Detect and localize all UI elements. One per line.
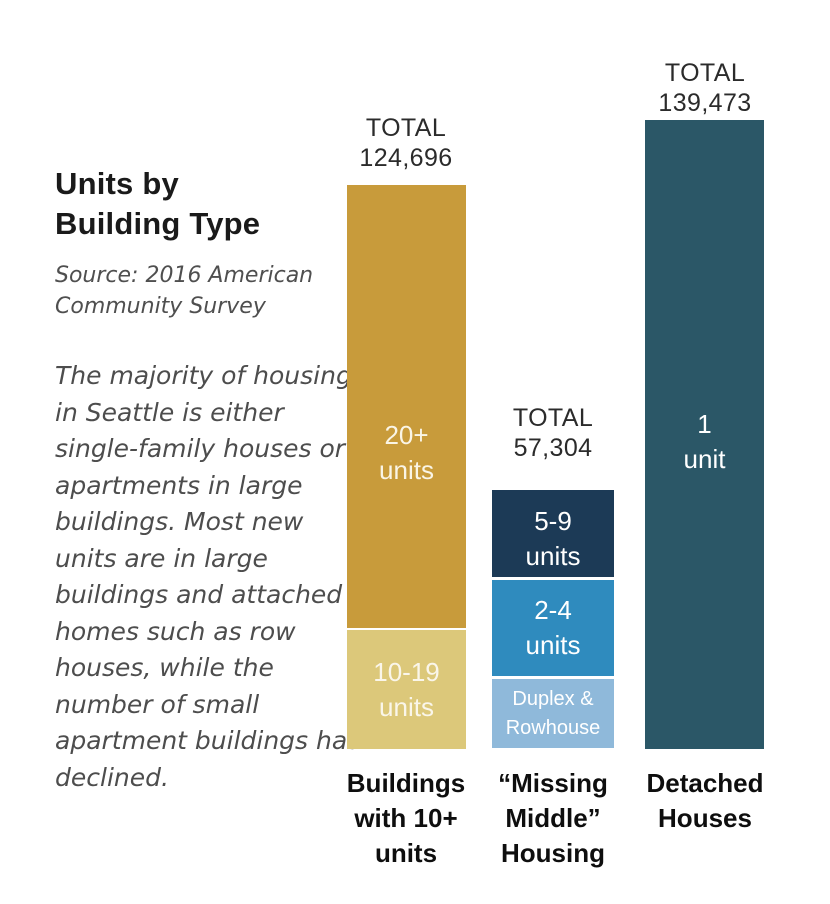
- segment-label-1-unit: 1 unit: [684, 407, 726, 477]
- segment-label-line: units: [525, 540, 581, 571]
- total-word: TOTAL: [664, 59, 746, 87]
- total-label-buildings-10plus: TOTAL 124,696: [326, 113, 486, 173]
- category-label-line: Houses: [658, 803, 752, 833]
- segment-label-line: 1: [697, 408, 712, 439]
- category-label-buildings-10plus: Buildings with 10+ units: [326, 766, 486, 871]
- total-value: 139,473: [658, 89, 752, 117]
- category-label-detached-houses: Detached Houses: [625, 766, 785, 836]
- segment-label-line: units: [379, 454, 434, 485]
- segment-label-line: unit: [683, 443, 726, 474]
- segment-20plus-units: 20+ units: [347, 185, 466, 628]
- source-note-line-1: Source: 2016 American: [55, 263, 314, 288]
- segment-label-20plus-units: 20+ units: [379, 418, 434, 488]
- chart-title-line-1: Units by: [55, 166, 179, 201]
- segment-label-line: 20+: [384, 419, 429, 450]
- segment-label-duplex-rowhouse: Duplex & Rowhouse: [506, 685, 601, 743]
- narrative-text: The majority of housing in Seattle is ei…: [55, 361, 361, 792]
- text-column: Units by Building Type Source: 2016 Amer…: [55, 164, 365, 796]
- source-note-line-2: Community Survey: [55, 294, 266, 319]
- segment-label-line: units: [379, 691, 434, 722]
- total-label-detached-houses: TOTAL 139,473: [625, 58, 785, 118]
- category-label-line: units: [374, 838, 438, 868]
- total-label-missing-middle: TOTAL 57,304: [473, 403, 633, 463]
- category-label-line: Middle”: [505, 803, 601, 833]
- segment-duplex-rowhouse: Duplex & Rowhouse: [492, 676, 614, 748]
- bar-missing-middle: 5-9 units 2-4 units Duplex & Rowhouse: [492, 490, 614, 748]
- bar-buildings-10plus: 20+ units 10-19 units: [347, 185, 466, 749]
- total-word: TOTAL: [512, 404, 594, 432]
- segment-label-5-9-units: 5-9 units: [526, 504, 581, 574]
- segment-label-line: Duplex &: [512, 687, 594, 710]
- segment-1-unit: 1 unit: [645, 120, 764, 749]
- category-label-missing-middle: “Missing Middle” Housing: [473, 766, 633, 871]
- segment-label-line: 5-9: [534, 505, 572, 536]
- category-label-line: “Missing: [498, 768, 608, 798]
- chart-title-line-2: Building Type: [55, 206, 261, 241]
- segment-10-19-units: 10-19 units: [347, 628, 466, 749]
- segment-label-10-19-units: 10-19 units: [373, 655, 440, 725]
- category-label-line: Housing: [501, 838, 605, 868]
- segment-5-9-units: 5-9 units: [492, 490, 614, 577]
- category-label-line: Detached: [646, 768, 764, 798]
- bar-detached-houses: 1 unit: [645, 120, 764, 749]
- total-word: TOTAL: [365, 114, 447, 142]
- source-note: Source: 2016 American Community Survey: [55, 260, 365, 322]
- segment-2-4-units: 2-4 units: [492, 577, 614, 676]
- category-label-line: Buildings: [346, 768, 466, 798]
- total-value: 124,696: [359, 144, 453, 172]
- category-label-line: with 10+: [354, 803, 458, 833]
- chart-title: Units by Building Type: [55, 164, 365, 244]
- segment-label-line: units: [525, 630, 581, 660]
- segment-label-line: 10-19: [373, 656, 440, 687]
- total-value: 57,304: [513, 434, 593, 462]
- segment-label-line: 2-4: [534, 595, 572, 625]
- segment-label-2-4-units: 2-4 units: [526, 593, 581, 663]
- segment-label-line: Rowhouse: [505, 716, 601, 739]
